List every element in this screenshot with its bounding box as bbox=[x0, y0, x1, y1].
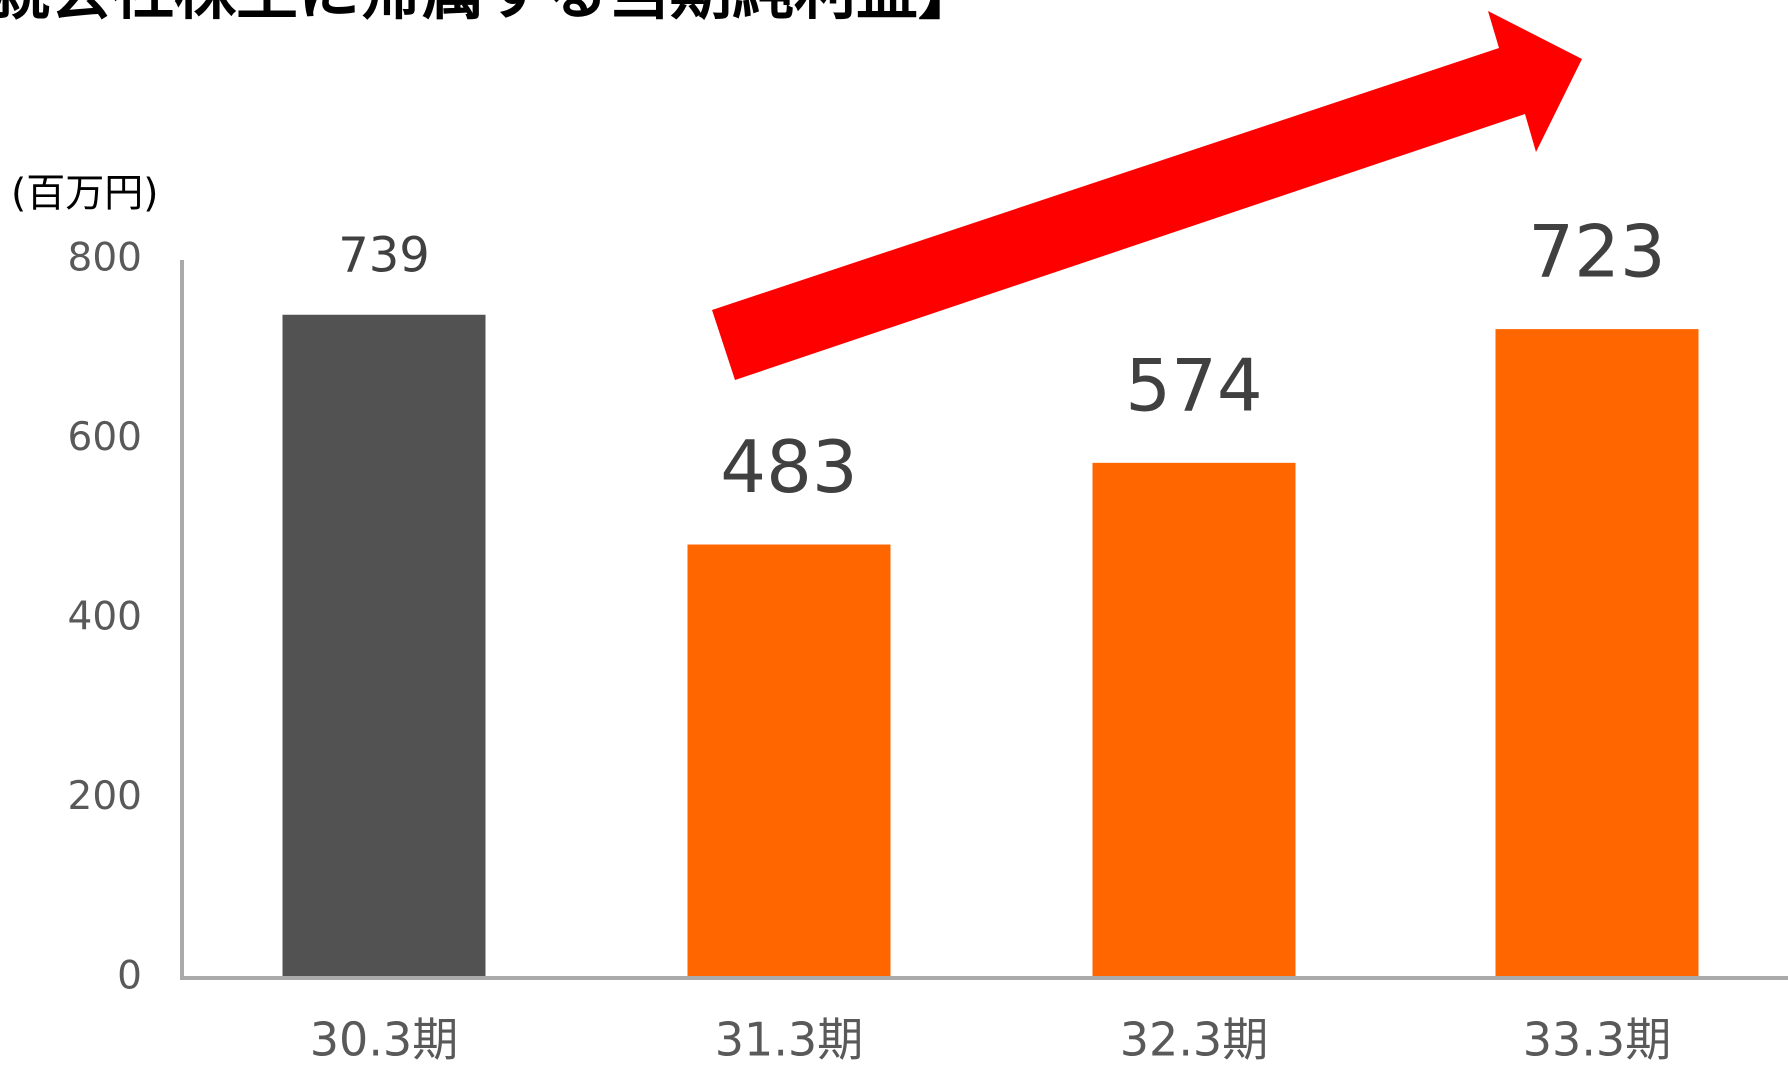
x-tick-label: 31.3期 bbox=[715, 1013, 863, 1067]
bar bbox=[1495, 329, 1699, 978]
value-label: 483 bbox=[720, 425, 857, 509]
y-tick-label: 200 bbox=[68, 774, 142, 819]
y-tick-label: 400 bbox=[68, 595, 142, 640]
y-tick-label: 0 bbox=[117, 954, 142, 999]
x-tick-label: 32.3期 bbox=[1120, 1013, 1268, 1067]
value-label: 574 bbox=[1125, 343, 1262, 427]
trend-arrow bbox=[712, 11, 1582, 380]
bar bbox=[282, 314, 486, 978]
chart-title: 親会社株主に帰属する当期純利益】 bbox=[0, 0, 980, 28]
y-tick-label: 600 bbox=[68, 415, 142, 460]
value-label: 723 bbox=[1528, 210, 1665, 294]
bar bbox=[1092, 462, 1296, 979]
y-axis-label: (百万円) bbox=[11, 172, 158, 217]
x-tick-label: 30.3期 bbox=[310, 1013, 458, 1067]
bar bbox=[687, 544, 891, 978]
x-tick-label: 33.3期 bbox=[1523, 1013, 1671, 1067]
value-label: 739 bbox=[338, 228, 430, 284]
y-tick-label: 800 bbox=[68, 236, 142, 281]
